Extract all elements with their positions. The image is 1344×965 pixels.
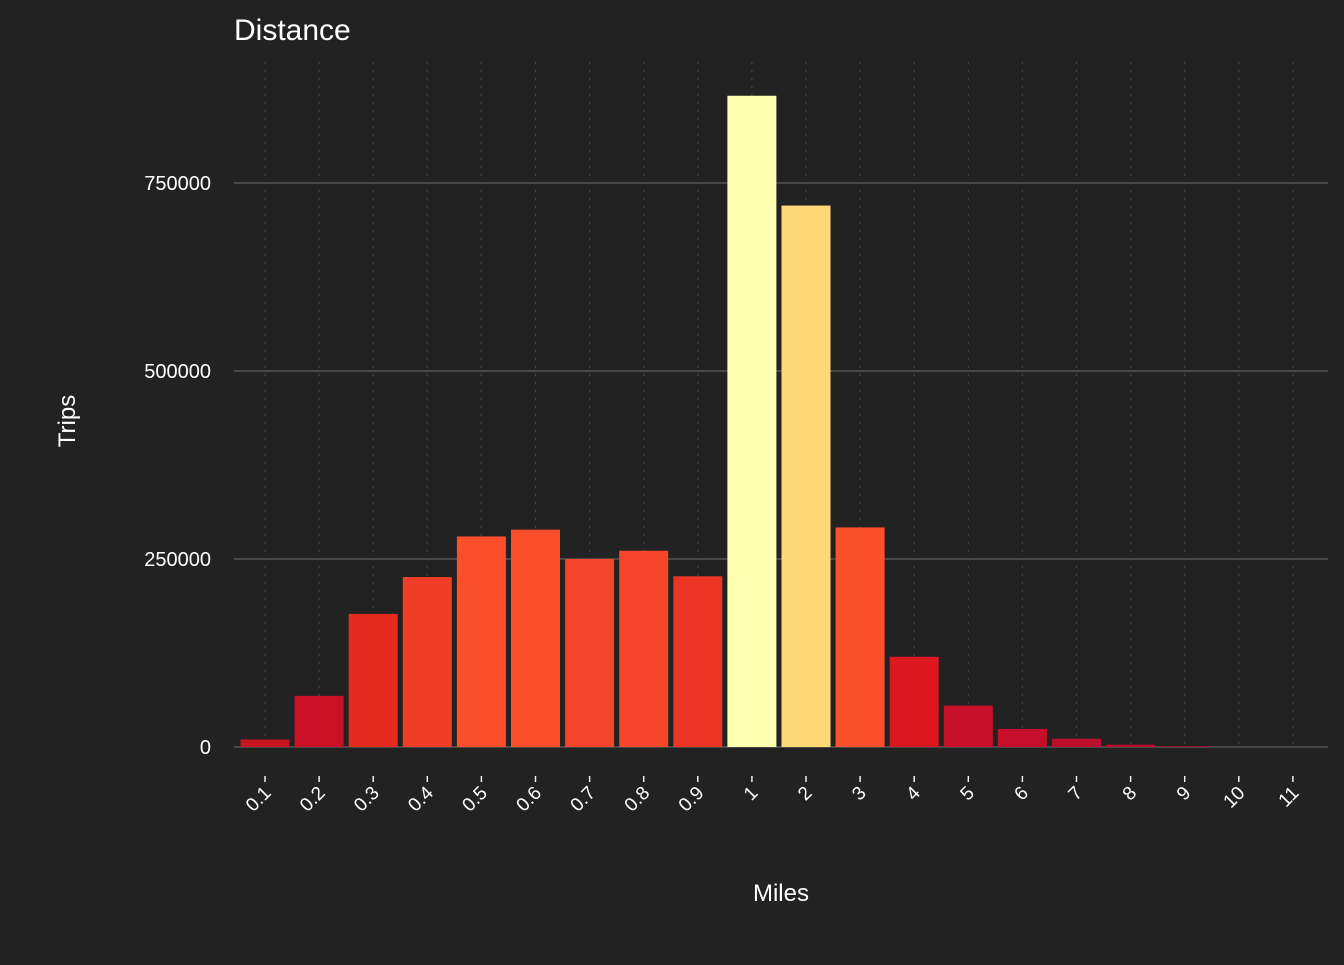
- x-tick-label: 7: [1065, 783, 1087, 805]
- bar-8: [1106, 745, 1155, 747]
- y-tick-label: 750000: [144, 173, 211, 195]
- x-tick-label: 1: [740, 783, 762, 805]
- bar-4: [890, 657, 939, 747]
- y-tick-label: 0: [200, 737, 211, 759]
- bar-1: [727, 96, 776, 747]
- x-tick-label: 3: [848, 783, 870, 805]
- bar-5: [944, 706, 993, 747]
- x-tick-label: 2: [794, 783, 816, 805]
- chart-title: Distance: [234, 14, 351, 47]
- x-tick-label: 0.4: [404, 782, 438, 816]
- bar-0.6: [511, 530, 560, 747]
- x-tick-label: 11: [1275, 783, 1304, 812]
- bar-0.2: [295, 696, 344, 747]
- bar-0.7: [565, 559, 614, 747]
- x-tick-label: 0.9: [675, 783, 709, 817]
- x-tick-label: 0.7: [567, 783, 601, 817]
- x-tick-label: 0.2: [296, 783, 330, 817]
- x-tick-label: 9: [1173, 783, 1195, 805]
- x-tick-label: 8: [1119, 783, 1141, 805]
- y-tick-labels: 0 250000 500000 750000: [144, 173, 211, 759]
- x-tick-label: 0.1: [242, 783, 276, 817]
- bar-9: [1160, 746, 1209, 747]
- bar-0.9: [673, 576, 722, 747]
- x-tick-labels: 0.1 0.2 0.3 0.4 0.5 0.6 0.7 0.8 0.9 1 2 3 4 5 6 7 8 9 10 11: [242, 776, 1303, 816]
- x-axis-label: Miles: [753, 880, 809, 907]
- y-tick-label: 500000: [144, 361, 211, 383]
- y-axis-label: Trips: [54, 395, 81, 447]
- grid-layer: [234, 62, 1328, 747]
- bar-6: [998, 729, 1047, 747]
- bar-0.8: [619, 551, 668, 747]
- bars-layer: [241, 96, 1210, 747]
- bar-0.5: [457, 536, 506, 747]
- x-tick-label: 0.5: [458, 783, 492, 817]
- bar-2: [782, 206, 831, 747]
- x-tick-label: 5: [957, 783, 979, 805]
- x-tick-label: 0.6: [513, 783, 547, 817]
- bar-7: [1052, 739, 1101, 747]
- x-tick-label: 4: [902, 782, 925, 805]
- y-tick-label: 250000: [144, 549, 211, 571]
- x-tick-label: 10: [1220, 783, 1250, 813]
- bar-0.3: [349, 614, 398, 747]
- bar-0.4: [403, 577, 452, 747]
- x-tick-label: 6: [1011, 783, 1033, 805]
- bar-0.1: [241, 739, 290, 747]
- x-tick-label: 0.3: [350, 783, 384, 817]
- x-tick-label: 0.8: [621, 783, 655, 817]
- bar-3: [836, 527, 885, 747]
